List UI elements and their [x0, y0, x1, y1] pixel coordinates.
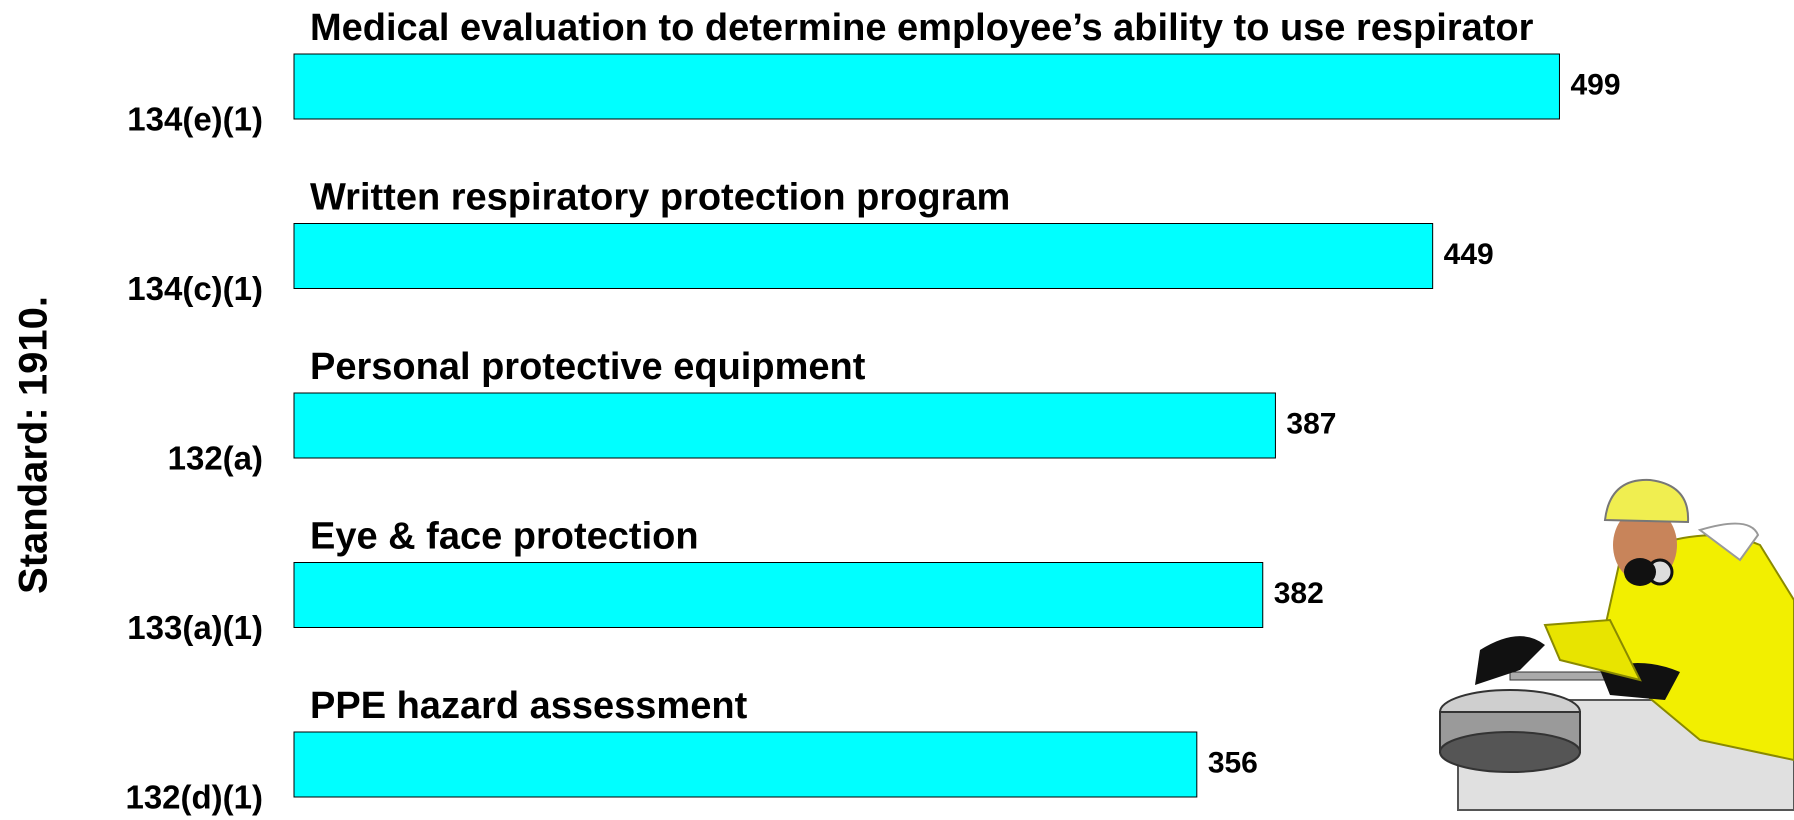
value-label: 499: [1570, 68, 1620, 101]
worker-illustration: [1439, 478, 1794, 811]
bar-title: Written respiratory protection program: [310, 177, 1010, 219]
category-label: 134(c)(1): [127, 270, 263, 307]
bar: [293, 731, 1198, 798]
bar: [293, 392, 1276, 459]
value-label: 387: [1286, 407, 1336, 440]
category-label: 134(e)(1): [127, 101, 263, 138]
bar-title: PPE hazard assessment: [310, 685, 748, 727]
value-label: 382: [1274, 577, 1324, 610]
y-axis-label: Standard: 1910.: [12, 296, 56, 594]
bar-title: Personal protective equipment: [310, 346, 866, 388]
bar-title: Medical evaluation to determine employee…: [310, 7, 1534, 49]
bar: [293, 223, 1434, 289]
bar: [293, 562, 1264, 628]
bar: [293, 53, 1560, 120]
bar-title: Eye & face protection: [310, 516, 699, 558]
category-label: 133(a)(1): [127, 609, 263, 646]
category-label: 132(d)(1): [125, 779, 263, 816]
category-label: 132(a): [168, 440, 263, 477]
value-label: 449: [1444, 238, 1494, 271]
value-label: 356: [1208, 746, 1258, 779]
